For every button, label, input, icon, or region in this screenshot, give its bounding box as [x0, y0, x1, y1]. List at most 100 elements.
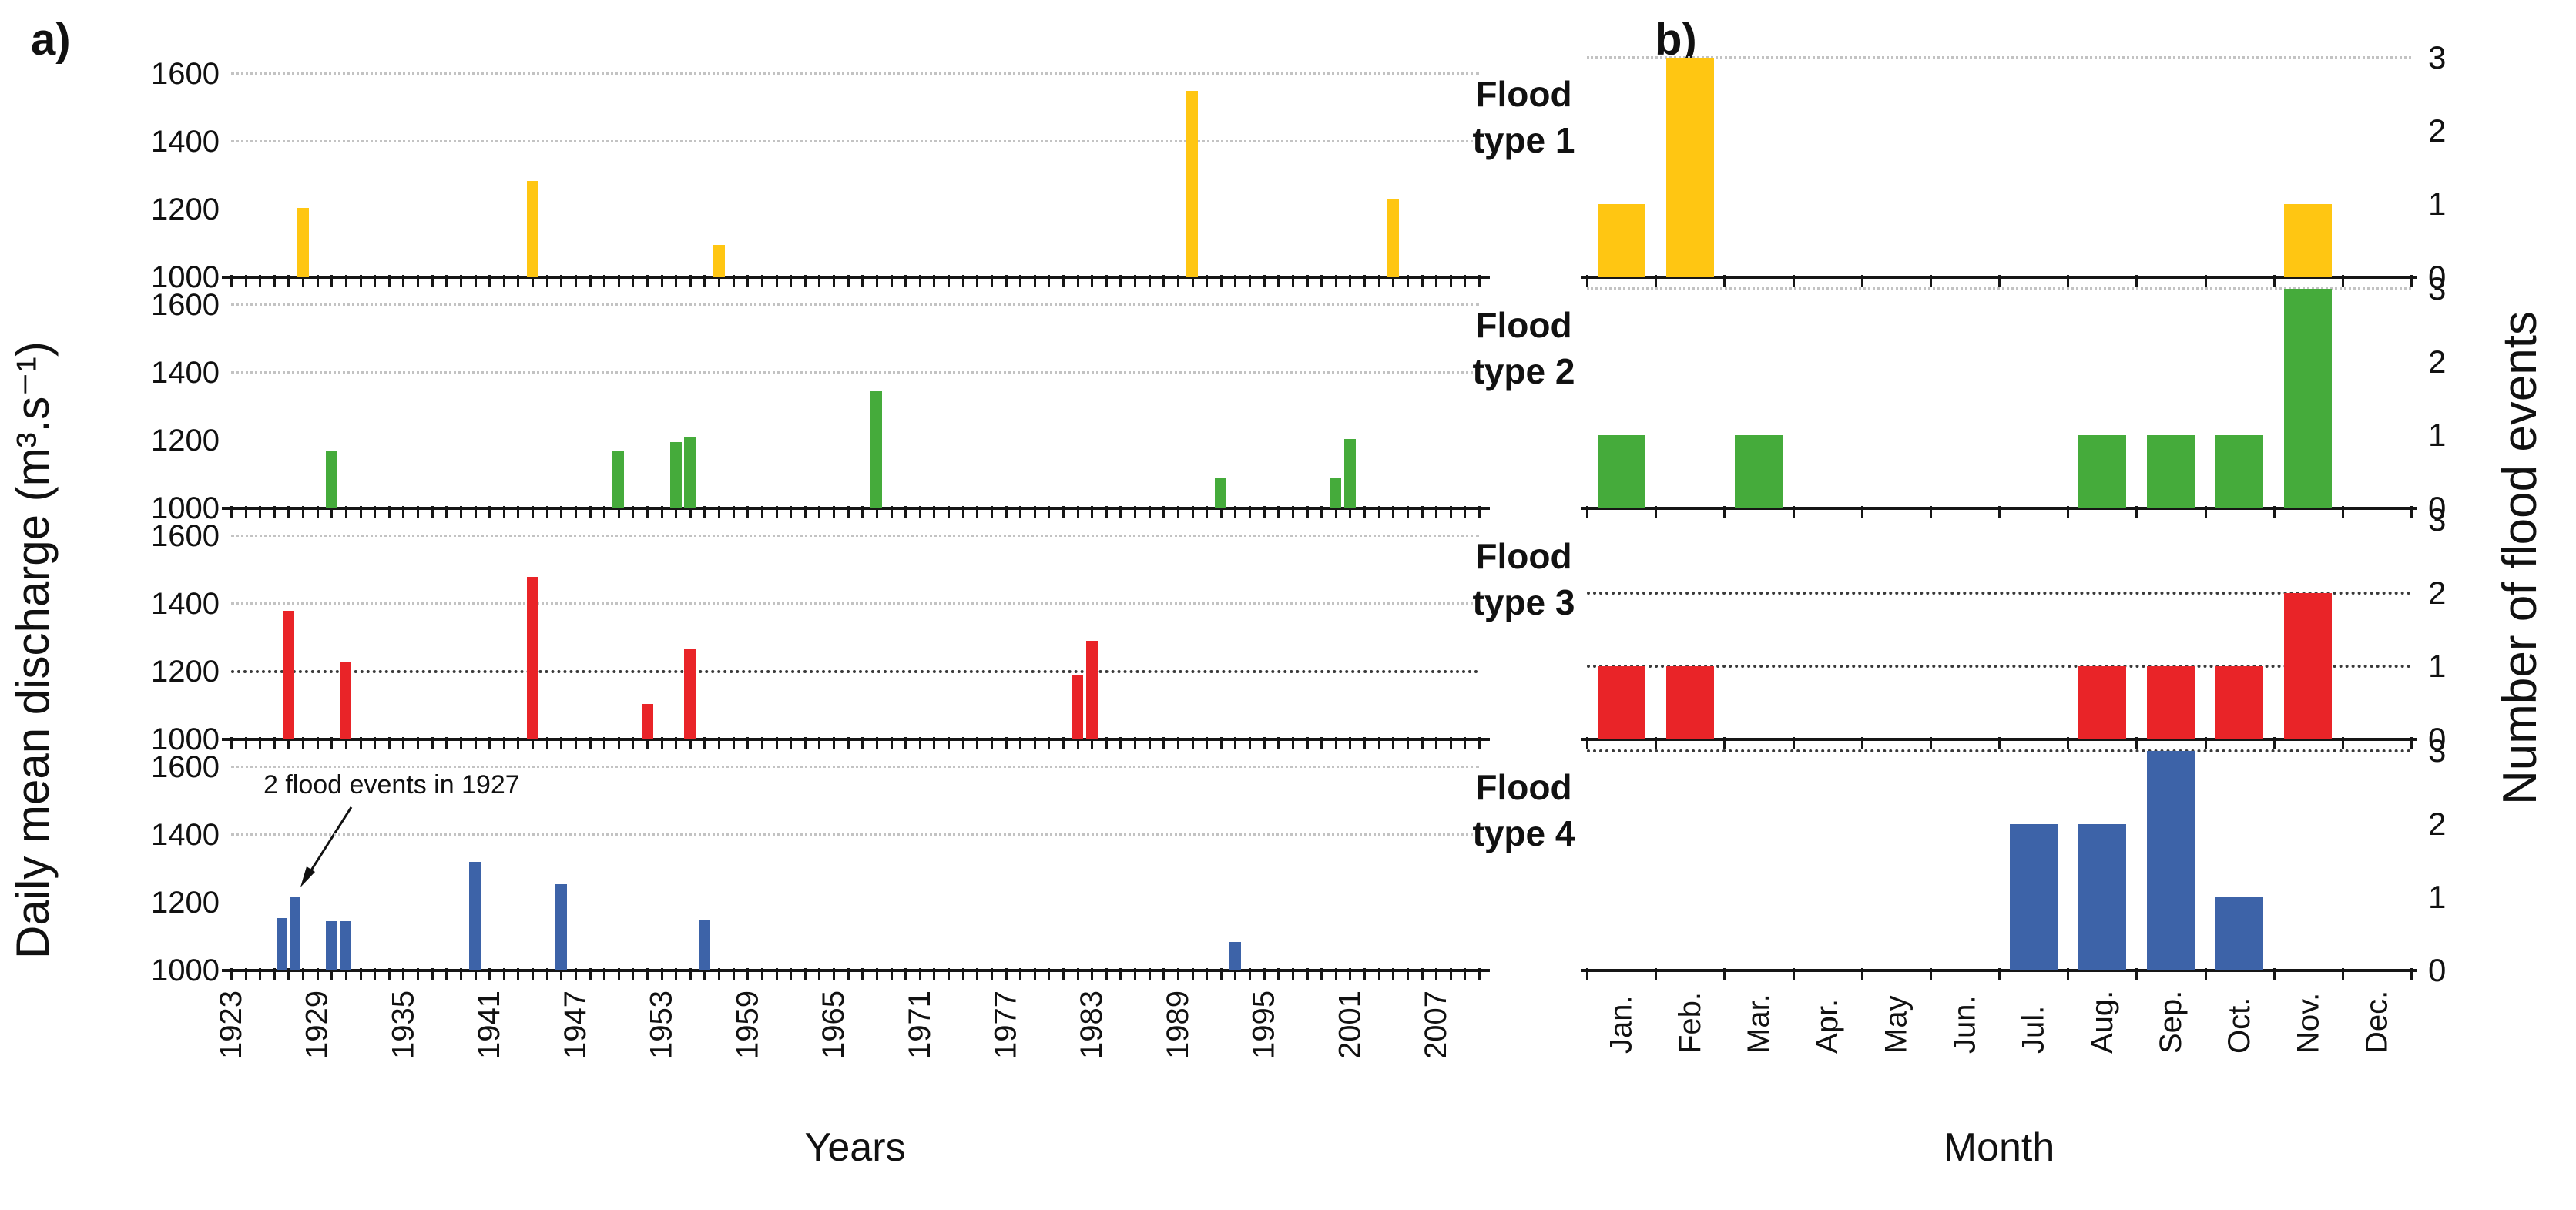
month-tick: [1586, 737, 1588, 749]
year-tick: [445, 506, 448, 518]
month-tick: [1792, 275, 1795, 287]
x-axis-line-discharge: [222, 507, 1490, 510]
year-tick: [890, 275, 893, 287]
year-tick: [976, 506, 979, 518]
month-tick: [2067, 737, 2070, 749]
year-tick: [718, 737, 721, 749]
year-tick: [1291, 506, 1294, 518]
count-tick-label: 0: [2428, 721, 2447, 757]
year-tick: [589, 968, 592, 980]
year-tick: [417, 968, 420, 980]
year-tick: [1263, 737, 1266, 749]
year-tick: [1219, 275, 1223, 287]
year-tick: [589, 275, 592, 287]
discharge-tick-label: 1000: [151, 260, 220, 294]
year-tick: [1464, 737, 1467, 749]
count-tick-label: 2: [2428, 344, 2447, 380]
count-tick-label: 3: [2428, 732, 2447, 769]
year-tick: [517, 275, 520, 287]
year-tick: [1119, 737, 1122, 749]
year-tick: [1005, 968, 1008, 980]
year-axis-label: 1965: [817, 990, 851, 1059]
year-tick: [316, 737, 319, 749]
x-axis-line-discharge: [222, 276, 1490, 279]
year-tick: [259, 737, 262, 749]
count-bar: [2146, 751, 2195, 970]
discharge-bar: [276, 917, 287, 970]
year-tick: [790, 737, 793, 749]
year-tick: [532, 275, 535, 287]
year-tick: [374, 968, 377, 980]
year-tick: [803, 968, 807, 980]
year-tick: [1033, 506, 1036, 518]
count-bar: [1597, 435, 1645, 508]
gridline-discharge-1600: [231, 766, 1479, 768]
month-tick: [1723, 968, 1726, 980]
year-tick: [1176, 275, 1179, 287]
month-tick: [2272, 968, 2276, 980]
year-tick: [1420, 737, 1424, 749]
month-tick: [2341, 737, 2344, 749]
year-tick: [1291, 737, 1294, 749]
year-tick: [474, 506, 477, 518]
count-bar: [2284, 593, 2333, 739]
year-tick: [387, 968, 391, 980]
year-tick: [1478, 275, 1481, 287]
year-tick: [359, 737, 362, 749]
count-bar: [2215, 897, 2264, 970]
year-tick: [904, 968, 907, 980]
year-tick: [1306, 506, 1309, 518]
year-tick: [675, 968, 678, 980]
year-tick: [302, 737, 305, 749]
year-tick: [1363, 506, 1367, 518]
year-tick: [502, 506, 505, 518]
year-tick: [1249, 506, 1252, 518]
year-tick: [417, 737, 420, 749]
year-tick: [875, 506, 878, 518]
year-tick: [718, 275, 721, 287]
discharge-bar: [1343, 438, 1356, 508]
year-tick: [1134, 506, 1137, 518]
year-tick: [632, 275, 635, 287]
year-tick: [302, 506, 305, 518]
discharge-tick-label: 1600: [151, 57, 220, 91]
year-tick: [1435, 506, 1438, 518]
year-tick: [1019, 737, 1022, 749]
year-tick: [961, 737, 964, 749]
year-axis-label: 1941: [472, 990, 507, 1059]
discharge-bar: [340, 921, 352, 970]
year-tick: [1134, 275, 1137, 287]
year-tick: [532, 968, 535, 980]
year-tick: [1291, 275, 1294, 287]
year-tick: [1320, 968, 1323, 980]
year-tick: [574, 506, 577, 518]
year-tick: [1349, 275, 1352, 287]
year-axis-label: 1929: [300, 990, 334, 1059]
year-tick: [1320, 737, 1323, 749]
year-tick: [1306, 275, 1309, 287]
year-tick: [1334, 737, 1337, 749]
year-tick: [1363, 275, 1367, 287]
year-tick: [1091, 275, 1094, 287]
year-tick: [976, 275, 979, 287]
y-axis-title-flood-events: Number of flood events: [2494, 310, 2547, 805]
y-axis-title-discharge: Daily mean discharge (m³.s⁻¹): [7, 341, 59, 959]
year-tick: [445, 968, 448, 980]
year-tick: [1449, 968, 1452, 980]
year-tick: [1191, 275, 1194, 287]
year-tick: [1048, 737, 1051, 749]
year-tick: [961, 275, 964, 287]
year-tick: [1320, 275, 1323, 287]
annotation-arrow-icon: [300, 806, 353, 887]
month-axis-label: Nov.: [2291, 992, 2326, 1054]
year-tick: [1105, 968, 1108, 980]
month-tick: [1792, 737, 1795, 749]
month-tick: [2067, 968, 2070, 980]
year-tick: [1263, 968, 1266, 980]
year-tick: [689, 275, 692, 287]
year-tick: [1420, 506, 1424, 518]
year-tick: [646, 275, 649, 287]
month-tick: [1860, 506, 1863, 518]
year-tick: [431, 506, 434, 518]
